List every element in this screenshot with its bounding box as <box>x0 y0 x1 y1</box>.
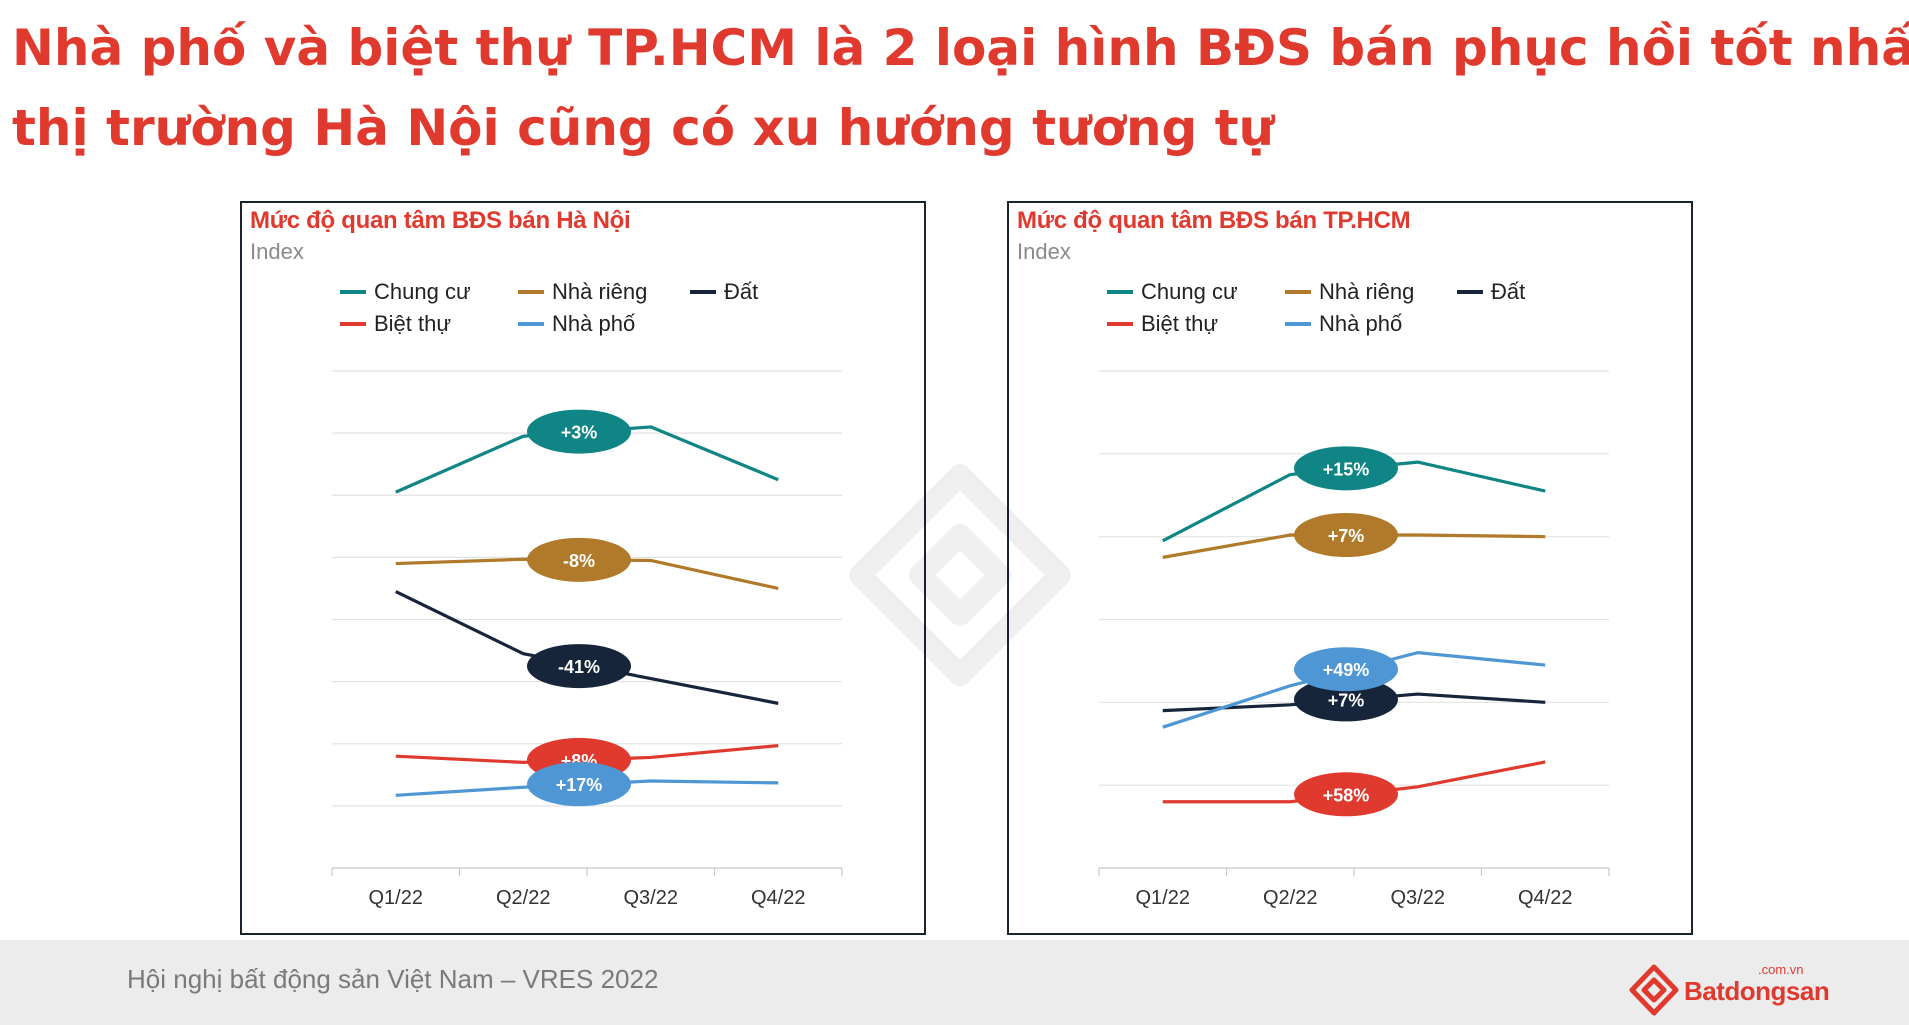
legend-label: Biệt thự <box>374 311 451 336</box>
x-tick-label: Q2/22 <box>1263 887 1317 909</box>
brand-mark-icon <box>1629 964 1679 1016</box>
change-badge-shape <box>1294 772 1398 817</box>
brand-name: Batdongsan <box>1684 976 1830 1006</box>
chart-svg-hanoi: Q1/22 Q2/22 Q3/22 Q4/22 Chung cư Nhà riêng Đất… <box>331 279 843 909</box>
legend-item: Nhà phố <box>518 311 635 336</box>
chart-title: Mức độ quan tâm BĐS bán TP.HCM <box>1017 207 1411 234</box>
change-badge: +15% <box>1294 446 1398 491</box>
headline: Nhà phố và biệt thự TP.HCM là 2 loại hìn… <box>12 8 1909 168</box>
legend-item: Chung cư <box>1107 279 1238 304</box>
change-badge: +49% <box>1294 647 1398 692</box>
change-badge-label: +17% <box>556 775 603 795</box>
change-badge-shape <box>1294 647 1398 692</box>
change-badge-shape <box>527 537 631 582</box>
change-badge-shape <box>527 409 631 454</box>
change-badge-label: -8% <box>563 551 595 571</box>
x-tick-label: Q2/22 <box>496 887 550 909</box>
x-tick-label: Q1/22 <box>369 887 423 909</box>
chart-ylabel: Index <box>250 239 304 264</box>
change-badge-shape <box>1294 446 1398 491</box>
brand-tld: .com.vn <box>1758 962 1804 977</box>
change-badge-label: +49% <box>1323 660 1370 680</box>
footer-text: Hội nghị bất động sản Việt Nam – VRES 20… <box>127 964 659 994</box>
legend-item: Biệt thự <box>1107 311 1218 336</box>
x-tick-label: Q4/22 <box>751 887 805 909</box>
x-tick-label: Q1/22 <box>1136 887 1190 909</box>
legend-item: Biệt thự <box>340 311 451 336</box>
change-badge: -41% <box>527 644 631 689</box>
legend-label: Nhà riêng <box>1319 279 1414 304</box>
change-badge-shape <box>1294 677 1398 722</box>
legend-label: Đất <box>1491 279 1525 304</box>
change-badge: +3% <box>527 409 631 454</box>
legend-item: Chung cư <box>340 279 471 304</box>
legend-label: Chung cư <box>1141 279 1238 304</box>
legend-label: Nhà riêng <box>552 279 647 304</box>
headline-line-2: thị trường Hà Nội cũng có xu hướng tương… <box>12 99 1275 157</box>
change-badge: -8% <box>527 537 631 582</box>
change-badge-shape <box>1294 513 1398 558</box>
legend-item: Nhà riêng <box>518 279 647 304</box>
legend-item: Đất <box>1457 279 1525 304</box>
legend-item: Nhà phố <box>1285 311 1402 336</box>
chart-panel-hcm: Mức độ quan tâm BĐS bán TP.HCM Index Q1/… <box>1007 201 1693 935</box>
change-badge-shape <box>527 644 631 689</box>
legend-item: Đất <box>690 279 758 304</box>
chart-ylabel: Index <box>1017 239 1071 264</box>
change-badge-label: +58% <box>1323 785 1370 805</box>
change-badge-label: +7% <box>1328 690 1365 710</box>
chart-svg-hcm: Q1/22 Q2/22 Q3/22 Q4/22 Chung cư Nhà riêng Đất… <box>1098 279 1610 909</box>
legend-label: Chung cư <box>374 279 471 304</box>
watermark-logo-icon <box>849 464 1071 686</box>
chart-title: Mức độ quan tâm BĐS bán Hà Nội <box>250 207 631 234</box>
legend-label: Biệt thự <box>1141 311 1218 336</box>
legend-item: Nhà riêng <box>1285 279 1414 304</box>
legend-label: Nhà phố <box>552 311 635 336</box>
footer: Hội nghị bất động sản Việt Nam – VRES 20… <box>0 940 1909 1025</box>
change-badge: +7% <box>1294 677 1398 722</box>
change-badge-label: +3% <box>561 423 598 443</box>
change-badge: +58% <box>1294 772 1398 817</box>
change-badge: +7% <box>1294 513 1398 558</box>
x-tick-label: Q4/22 <box>1518 887 1572 909</box>
change-badge-shape <box>527 762 631 807</box>
change-badge-label: -41% <box>558 657 600 677</box>
legend-label: Nhà phố <box>1319 311 1402 336</box>
headline-line-1: Nhà phố và biệt thự TP.HCM là 2 loại hìn… <box>12 19 1909 77</box>
chart-panel-hanoi: Mức độ quan tâm BĐS bán Hà Nội Index Q1/… <box>240 201 926 935</box>
brand-logo: Batdongsan .com.vn <box>1628 962 1830 1018</box>
change-badge-label: +15% <box>1323 459 1370 479</box>
x-tick-label: Q3/22 <box>1391 887 1445 909</box>
x-tick-label: Q3/22 <box>624 887 678 909</box>
legend-label: Đất <box>724 279 758 304</box>
change-badge-label: +7% <box>1328 526 1365 546</box>
change-badge: +17% <box>527 762 631 807</box>
